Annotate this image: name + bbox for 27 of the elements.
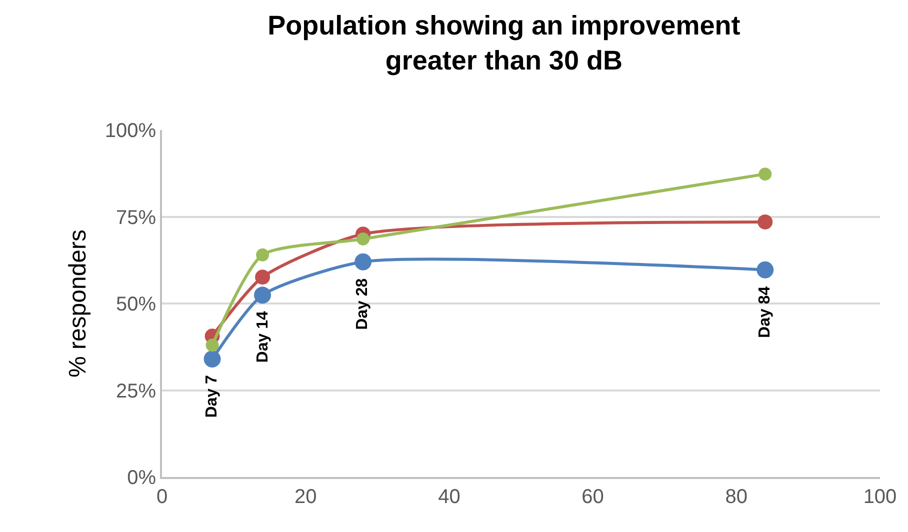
annotation: Day 7 [204, 374, 221, 418]
point [206, 338, 219, 352]
annotation: Day 28 [354, 278, 372, 330]
x-tick-label: 20 [294, 486, 317, 508]
x-tick-label: 100 [863, 486, 897, 508]
point [758, 214, 773, 230]
y-tick-label: 100% [104, 120, 156, 142]
point [758, 168, 772, 181]
y-tick-label: 75% [116, 206, 156, 229]
x-tick-label: 0 [156, 486, 168, 508]
y-axis-title: % responders [64, 229, 92, 378]
y-tick-label: 50% [116, 294, 156, 316]
point [356, 232, 370, 246]
point [204, 350, 221, 368]
point [354, 253, 372, 270]
point [256, 248, 270, 262]
point [756, 261, 774, 278]
point [254, 286, 272, 304]
x-tick-label: 80 [725, 486, 748, 508]
annotation: Day 84 [756, 286, 774, 338]
y-tick-label: 25% [116, 380, 156, 402]
point [255, 270, 270, 285]
x-tick-label: 40 [438, 486, 460, 508]
chart-title: Population showing an improvement greater than 30 dB [268, 10, 740, 76]
annotation: Day 14 [254, 310, 272, 363]
x-tick-label: 60 [582, 486, 604, 508]
y-tick-label: 0% [127, 467, 156, 489]
